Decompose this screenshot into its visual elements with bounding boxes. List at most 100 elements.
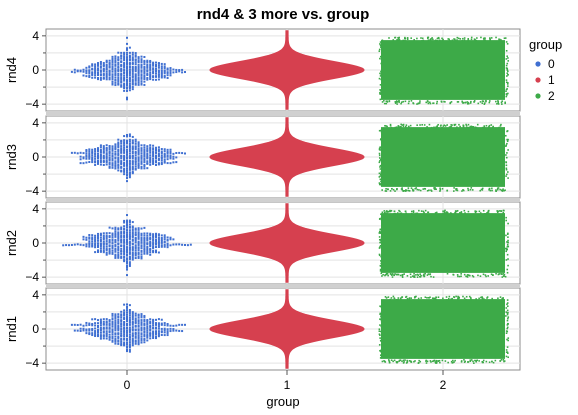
series-0-point bbox=[126, 133, 128, 136]
series-0-point bbox=[146, 70, 149, 73]
series-0-point bbox=[140, 238, 143, 241]
legend-marker-0 bbox=[535, 61, 541, 67]
series-0-point bbox=[91, 322, 94, 325]
series-2-point bbox=[507, 241, 509, 244]
series-0-point bbox=[137, 143, 140, 146]
series-0-point bbox=[166, 68, 169, 71]
series-0-point bbox=[128, 255, 131, 258]
y-axis-label-rnd3: rnd3 bbox=[4, 144, 19, 170]
series-0-point bbox=[85, 157, 88, 160]
series-2-point bbox=[505, 259, 508, 261]
panel-marks bbox=[70, 117, 509, 197]
series-2-point bbox=[385, 188, 387, 190]
series-0-point bbox=[88, 323, 91, 326]
series-2-point bbox=[430, 189, 432, 192]
series-0-point bbox=[149, 151, 152, 154]
series-0-point bbox=[143, 247, 146, 250]
series-2-point bbox=[440, 100, 443, 103]
series-2-point bbox=[441, 359, 444, 362]
series-2-point bbox=[507, 337, 510, 339]
x-tick-label: 2 bbox=[440, 378, 447, 392]
series-0-point bbox=[105, 245, 108, 248]
series-0-point bbox=[140, 165, 143, 168]
series-0-point bbox=[85, 154, 88, 157]
series-0-point bbox=[88, 329, 91, 332]
series-0-point bbox=[111, 227, 114, 230]
series-0-point bbox=[131, 58, 134, 61]
series-2-point bbox=[383, 99, 385, 102]
series-0-point bbox=[128, 66, 131, 69]
series-0-point bbox=[152, 159, 155, 162]
series-0-point bbox=[143, 236, 146, 239]
series-2-point bbox=[410, 212, 413, 215]
series-2-point bbox=[429, 102, 432, 105]
series-2-point bbox=[506, 55, 508, 58]
series-0-point bbox=[134, 257, 137, 260]
series-0-point bbox=[134, 246, 137, 249]
series-2-point bbox=[390, 126, 393, 129]
series-0-point bbox=[160, 318, 163, 321]
series-2-point bbox=[388, 361, 391, 364]
series-0-point bbox=[85, 329, 88, 332]
series-0-point bbox=[94, 324, 97, 327]
series-2-point bbox=[439, 39, 441, 42]
series-0-point bbox=[146, 232, 149, 235]
series-0-point bbox=[117, 78, 120, 81]
series-0-point bbox=[140, 70, 143, 73]
series-0-point bbox=[111, 312, 114, 315]
series-0-point bbox=[137, 69, 140, 72]
series-0-point bbox=[123, 219, 126, 222]
series-0-point bbox=[117, 66, 120, 69]
series-2-point bbox=[378, 161, 381, 164]
series-0-point bbox=[108, 78, 111, 81]
series-0-point bbox=[97, 159, 99, 162]
series-0-point bbox=[137, 141, 140, 144]
series-2-point bbox=[505, 332, 508, 334]
series-2-point bbox=[505, 64, 508, 67]
series-0-point bbox=[143, 161, 146, 164]
series-0-point bbox=[172, 328, 175, 331]
series-0-point bbox=[160, 71, 163, 74]
series-0-point bbox=[94, 152, 97, 155]
series-0-point bbox=[88, 152, 91, 155]
series-2-point bbox=[412, 211, 415, 214]
series-0-point bbox=[146, 78, 149, 81]
series-0-point bbox=[137, 251, 140, 254]
series-2-point bbox=[466, 274, 469, 276]
series-2-point bbox=[458, 123, 460, 126]
series-0-point bbox=[120, 68, 123, 71]
series-0-point bbox=[146, 157, 149, 160]
series-2-point bbox=[485, 360, 488, 363]
series-0-point bbox=[111, 55, 114, 58]
series-0-point bbox=[120, 256, 123, 259]
series-0-point bbox=[140, 337, 143, 340]
series-0-point bbox=[128, 149, 131, 152]
series-0-point bbox=[149, 156, 152, 159]
series-0-point bbox=[111, 249, 114, 252]
series-0-point bbox=[114, 164, 117, 167]
series-0-point bbox=[108, 152, 111, 155]
series-0-point bbox=[108, 235, 111, 238]
series-2-point bbox=[505, 173, 508, 176]
series-0-point bbox=[117, 255, 120, 258]
series-0-point bbox=[146, 65, 149, 68]
series-2-point bbox=[430, 275, 432, 278]
series-2-point bbox=[451, 362, 454, 364]
series-2-point bbox=[380, 241, 382, 244]
series-2-point bbox=[380, 340, 382, 342]
series-0-point bbox=[131, 160, 134, 163]
series-0-point bbox=[140, 315, 143, 318]
series-2-point bbox=[499, 188, 501, 191]
series-2-point bbox=[412, 190, 414, 192]
series-0-point bbox=[123, 55, 126, 58]
series-0-point bbox=[126, 48, 128, 51]
series-2-point bbox=[497, 273, 500, 276]
series-2-point bbox=[505, 315, 507, 317]
series-0-point bbox=[149, 76, 152, 79]
series-0-point bbox=[149, 329, 152, 332]
series-2-point bbox=[505, 95, 508, 98]
series-0-point bbox=[163, 152, 166, 155]
series-0-point bbox=[85, 72, 88, 75]
legend-entry-1: 1 bbox=[548, 73, 555, 87]
series-0-point bbox=[114, 226, 117, 229]
